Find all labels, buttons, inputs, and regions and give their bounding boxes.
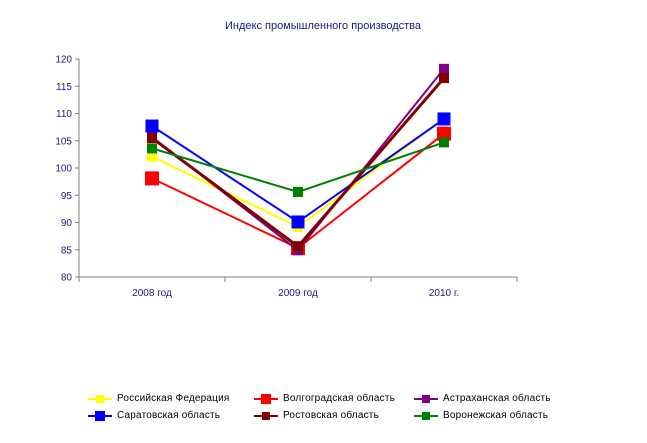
data-point [439,63,449,74]
data-point [147,143,157,154]
legend-item: Ростовская область [254,410,414,421]
y-tick-label: 115 [56,82,72,93]
legend-item: Волгоградская область [254,393,414,404]
y-tick-label: 85 [61,245,73,256]
data-point [439,73,449,84]
y-tick-label: 105 [55,136,72,147]
y-tick-label: 100 [55,164,72,175]
legend-label: Воронежская область [443,410,549,421]
data-point [439,137,449,148]
data-point [293,241,303,252]
series-5 [147,137,449,197]
series-3 [145,112,451,229]
data-point [145,171,159,186]
y-axis-ticks: 80 85 90 95 100 105 110 115 120 [55,55,79,284]
legend-label: Астраханская область [443,393,551,404]
legend-key [88,394,112,404]
legend-label: Российская Федерация [117,393,230,404]
legend-key [254,411,278,421]
data-point [437,126,451,141]
x-tick-label: 2009 год [278,288,318,299]
legend-item: Саратовская область [88,410,254,421]
chart-title: Индекс промышленного производства [225,20,422,32]
legend-item: Российская Федерация [88,393,254,404]
legend-item: Астраханская область [414,393,584,404]
legend-key [88,410,112,421]
x-axis-ticks: 2008 год 2009 год 2010 г. [78,277,518,299]
legend-label: Волгоградская область [283,393,396,404]
x-tick-label: 2008 год [132,288,172,299]
series-line [151,118,445,229]
legend-label: Ростовская область [283,410,379,421]
data-point [147,151,157,162]
legend-key [254,393,278,404]
data-point [291,215,305,229]
y-tick-label: 90 [61,218,73,229]
data-point [147,133,157,144]
data-point [145,119,159,133]
y-tick-label: 95 [61,191,73,202]
y-tick-label: 80 [61,273,73,284]
series-4 [147,73,449,252]
legend-key [414,394,438,404]
legend-key [414,411,438,421]
series-0 [147,113,449,232]
legend-item: Воронежская область [414,410,584,421]
data-point [437,112,451,126]
legend-label: Саратовская область [117,410,221,421]
x-tick-label: 2010 г. [429,288,459,299]
series-group [145,63,451,256]
y-tick-label: 120 [55,55,72,66]
data-point [293,186,303,197]
legend: Российская Федерация Волгоградская област… [88,393,588,421]
y-tick-label: 110 [56,109,72,120]
